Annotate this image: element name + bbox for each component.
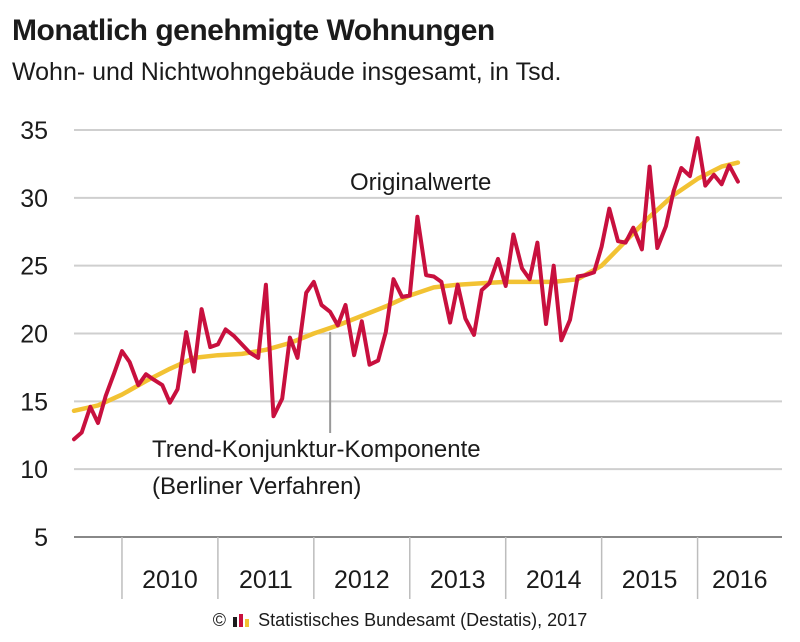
- y-tick-label: 5: [34, 524, 48, 552]
- y-tick-label: 10: [20, 456, 48, 484]
- x-tick-label: 2010: [142, 566, 198, 594]
- chart-figure: Monatlich genehmigte Wohnungen Wohn- und…: [0, 0, 800, 642]
- y-axis-tick-labels: 5 10 15 20 25 30 35: [20, 117, 48, 552]
- trend-line: [74, 163, 738, 411]
- x-tick-label: 2012: [334, 566, 390, 594]
- y-tick-label: 15: [20, 388, 48, 416]
- y-tick-label: 35: [20, 117, 48, 145]
- source-text: Statistisches Bundesamt (Destatis), 2017: [258, 610, 587, 630]
- y-tick-label: 25: [20, 253, 48, 281]
- y-tick-label: 30: [20, 185, 48, 213]
- trend-series-label: Trend-Konjunktur-Komponente: [152, 436, 481, 463]
- y-tick-label: 20: [20, 321, 48, 349]
- x-tick-label: 2015: [622, 566, 678, 594]
- destatis-logo-icon: [233, 613, 249, 627]
- line-chart: 5101520253035 2010 2011 2012 2013 2014 2015 20…: [0, 0, 800, 642]
- copyright-symbol: ©: [213, 610, 226, 630]
- x-axis-tick-labels: 2010 2011 2012 2013 2014 2015 2016: [142, 566, 767, 594]
- x-tick-label: 2011: [239, 566, 293, 594]
- x-tick-label: 2013: [430, 566, 486, 594]
- x-tick-label: 2014: [526, 566, 582, 594]
- source-credit: © Statistisches Bundesamt (Destatis), 20…: [0, 610, 800, 631]
- original-series-label: Originalwerte: [350, 169, 491, 196]
- x-tick-label: 2016: [712, 566, 768, 594]
- trend-series-sublabel: (Berliner Verfahren): [152, 473, 361, 500]
